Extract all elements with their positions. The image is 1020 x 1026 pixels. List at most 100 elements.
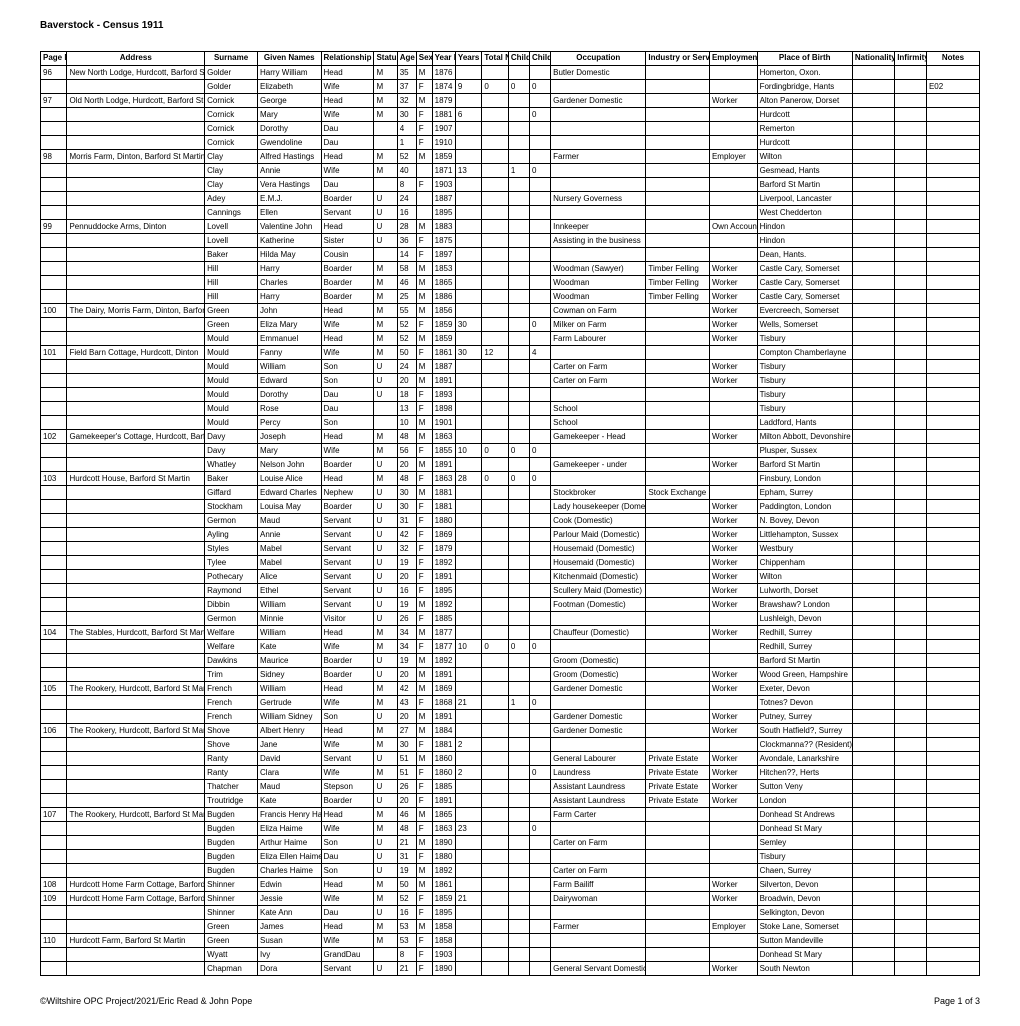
table-cell (529, 779, 550, 793)
table-cell (508, 345, 529, 359)
table-cell: 1875 (432, 233, 455, 247)
table-cell: 1881 (432, 737, 455, 751)
table-cell (508, 401, 529, 415)
table-cell (926, 331, 979, 345)
table-cell: 1856 (432, 303, 455, 317)
table-cell (67, 135, 205, 149)
table-cell (455, 191, 481, 205)
col-total-children: Total No Children (482, 52, 508, 66)
table-cell (926, 387, 979, 401)
table-cell (67, 107, 205, 121)
table-cell (508, 289, 529, 303)
table-cell (895, 415, 927, 429)
table-cell: 1859 (432, 317, 455, 331)
table-cell (482, 877, 508, 891)
table-cell: Employer (709, 149, 757, 163)
table-cell (926, 373, 979, 387)
table-cell: Bugden (205, 821, 258, 835)
table-cell (41, 373, 67, 387)
table-cell: Alfred Hastings (258, 149, 322, 163)
table-cell (41, 793, 67, 807)
table-cell: 1891 (432, 709, 455, 723)
table-cell (852, 471, 894, 485)
table-cell (482, 947, 508, 961)
table-cell (482, 779, 508, 793)
col-occupation: Occupation (551, 52, 646, 66)
table-cell (508, 625, 529, 639)
table-cell (529, 135, 550, 149)
table-cell: 100 (41, 303, 67, 317)
table-cell: Redhill, Surrey (757, 639, 852, 653)
document-title: Baverstock - Census 1911 (40, 20, 980, 31)
table-cell: Alice (258, 569, 322, 583)
table-cell (529, 709, 550, 723)
table-cell (895, 765, 927, 779)
table-cell: Pothecary (205, 569, 258, 583)
table-cell: Wife (321, 345, 374, 359)
table-cell (895, 569, 927, 583)
table-cell (455, 457, 481, 471)
table-cell (895, 513, 927, 527)
table-cell: Welfare (205, 639, 258, 653)
table-cell (852, 611, 894, 625)
table-cell (67, 779, 205, 793)
table-cell (374, 415, 397, 429)
table-cell (551, 821, 646, 835)
table-cell (646, 79, 710, 93)
table-cell: 1910 (432, 135, 455, 149)
table-cell: Assistant Laundress (551, 793, 646, 807)
table-cell (416, 205, 432, 219)
table-cell: Wife (321, 737, 374, 751)
table-cell: M (374, 807, 397, 821)
table-cell (41, 331, 67, 345)
table-cell (455, 233, 481, 247)
table-cell (41, 275, 67, 289)
table-cell: 32 (397, 93, 416, 107)
table-row: FrenchWilliam SidneySonU20M1891Gardener … (41, 709, 980, 723)
table-cell: Shinner (205, 891, 258, 905)
table-cell: U (374, 611, 397, 625)
table-cell (508, 499, 529, 513)
table-cell (482, 177, 508, 191)
table-cell: 0 (482, 443, 508, 457)
table-cell: Mould (205, 345, 258, 359)
table-cell: 8 (397, 177, 416, 191)
table-row: 109Hurdcott Home Farm Cottage, Barford S… (41, 891, 980, 905)
table-cell (646, 527, 710, 541)
table-cell: Gardener Domestic (551, 709, 646, 723)
table-cell: Arthur Haime (258, 835, 322, 849)
table-cell (41, 485, 67, 499)
table-cell (482, 163, 508, 177)
table-cell: U (374, 457, 397, 471)
table-cell: Broadwin, Devon (757, 891, 852, 905)
table-cell: Hitchen??, Herts (757, 765, 852, 779)
table-cell (482, 583, 508, 597)
table-cell: 1895 (432, 905, 455, 919)
table-cell: M (374, 289, 397, 303)
table-cell: Gardener Domestic (551, 723, 646, 737)
table-cell: F (416, 513, 432, 527)
table-cell (482, 499, 508, 513)
table-cell (482, 709, 508, 723)
table-cell (508, 149, 529, 163)
table-cell (551, 163, 646, 177)
table-row: 97Old North Lodge, Hurdcott, Barford St … (41, 93, 980, 107)
table-cell: Annie (258, 527, 322, 541)
table-cell: 1876 (432, 65, 455, 79)
table-cell: M (416, 457, 432, 471)
table-cell (529, 149, 550, 163)
table-cell: Servant (321, 597, 374, 611)
table-cell: Barford St Martin (757, 457, 852, 471)
table-cell: Hurdcott Home Farm Cottage, Barford St M… (67, 877, 205, 891)
table-cell (529, 723, 550, 737)
table-cell: 10 (455, 443, 481, 457)
table-cell: U (374, 359, 397, 373)
table-cell (646, 863, 710, 877)
table-cell (482, 359, 508, 373)
table-cell: 1898 (432, 401, 455, 415)
table-cell: M (416, 65, 432, 79)
table-cell: Milker on Farm (551, 317, 646, 331)
table-cell: 10 (455, 639, 481, 653)
table-cell: Worker (709, 359, 757, 373)
table-cell (895, 779, 927, 793)
